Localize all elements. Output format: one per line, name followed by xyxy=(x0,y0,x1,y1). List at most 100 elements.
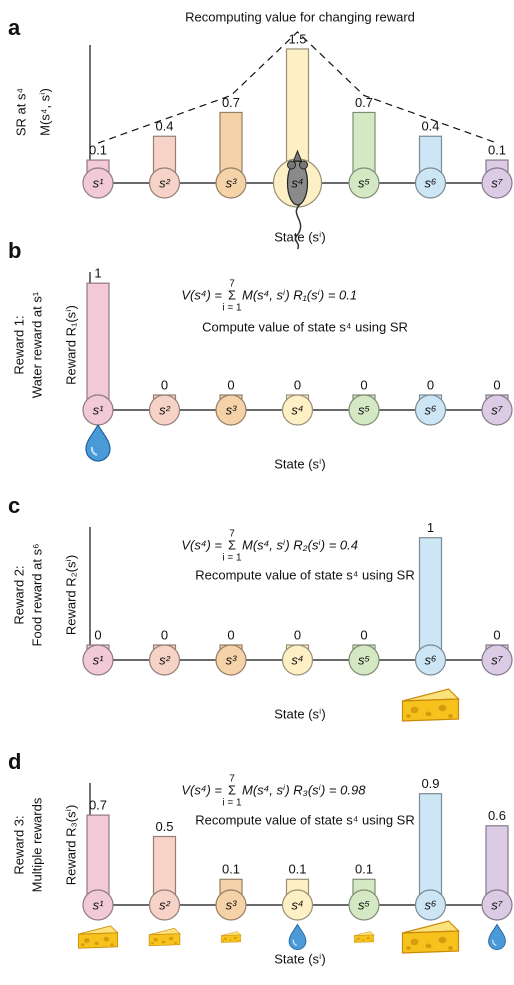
value-label: 0 xyxy=(227,377,234,392)
cheese-hole xyxy=(370,940,372,941)
state-label: s² xyxy=(159,897,171,912)
formula-upper: 7 xyxy=(229,529,235,540)
bar xyxy=(420,538,442,660)
subtitle: Recompute value of state s⁴ using SR xyxy=(195,812,414,827)
cheese-hole xyxy=(151,942,154,944)
formula-lhs: V(s⁴) = xyxy=(181,287,222,302)
value-label: 0 xyxy=(360,627,367,642)
cheese-hole xyxy=(411,939,419,945)
state-label: s⁶ xyxy=(425,402,438,417)
side-label: SR at s⁴ xyxy=(13,88,28,136)
x-axis-label: State (sⁱ) xyxy=(274,951,325,966)
cheese-icon xyxy=(403,921,459,953)
value-label: 0.4 xyxy=(421,119,439,134)
mouse-ear xyxy=(288,161,296,169)
formula-lower: i = 1 xyxy=(222,303,242,314)
value-label: 1 xyxy=(94,266,101,281)
cheese-hole xyxy=(237,940,239,941)
formula-sum: Σ xyxy=(228,537,236,552)
cheese-hole xyxy=(169,937,173,941)
panel-label: c xyxy=(8,493,20,518)
state-label: s⁶ xyxy=(425,652,438,667)
value-label: 0.5 xyxy=(155,819,173,834)
y-axis-label: Reward R₁(sⁱ) xyxy=(63,305,78,385)
state-label: s³ xyxy=(226,175,238,190)
mouse-ear xyxy=(300,161,308,169)
state-label: s⁵ xyxy=(358,175,371,190)
side-label: Reward 3: xyxy=(11,815,26,874)
side-label: Multiple rewards xyxy=(29,797,44,892)
state-label: s¹ xyxy=(93,652,105,667)
formula-sum: Σ xyxy=(228,782,236,797)
value-label: 0 xyxy=(493,377,500,392)
cheese-hole xyxy=(224,938,227,940)
formula-rhs: M(s⁴, sⁱ) R₁(sⁱ) = 0.1 xyxy=(242,287,357,302)
value-label: 0.1 xyxy=(288,862,306,877)
state-label: s⁶ xyxy=(425,897,438,912)
state-label: s² xyxy=(159,652,171,667)
value-label: 0.7 xyxy=(222,95,240,110)
cheese-hole xyxy=(426,712,432,717)
cheese-hole xyxy=(367,937,370,939)
value-label: 0.4 xyxy=(155,119,173,134)
formula-upper: 7 xyxy=(229,279,235,290)
cheese-icon xyxy=(149,928,180,946)
state-label: s⁷ xyxy=(491,652,504,667)
cheese-hole xyxy=(439,937,447,943)
y-axis-label: Reward R₂(sⁱ) xyxy=(63,555,78,635)
cheese-icon xyxy=(403,689,459,721)
drop-shape xyxy=(289,924,306,949)
value-label: 0.6 xyxy=(488,808,506,823)
state-label: s⁵ xyxy=(358,897,371,912)
formula-lower: i = 1 xyxy=(222,798,242,809)
cheese-icon xyxy=(354,931,374,942)
state-label: s⁶ xyxy=(425,175,438,190)
y-axis-label: M(s⁴, sⁱ) xyxy=(37,88,52,136)
side-label: Food reward at s⁶ xyxy=(29,544,44,647)
side-label: Reward 2: xyxy=(11,565,26,624)
cheese-hole xyxy=(84,938,90,942)
state-label: s³ xyxy=(226,897,238,912)
drop-shape xyxy=(86,425,110,461)
state-label: s² xyxy=(159,175,171,190)
value-label: 0.7 xyxy=(355,95,373,110)
cheese-hole xyxy=(222,940,224,941)
water-drop-icon xyxy=(289,924,306,949)
value-label: 0.1 xyxy=(355,862,373,877)
chart-title: Recomputing value for changing reward xyxy=(185,9,415,24)
panel-label: a xyxy=(8,15,21,40)
state-label: s⁷ xyxy=(491,402,504,417)
bar xyxy=(87,283,109,410)
subtitle: Compute value of state s⁴ using SR xyxy=(202,319,408,334)
cheese-hole xyxy=(81,943,85,946)
formula-rhs: M(s⁴, sⁱ) R₃(sⁱ) = 0.98 xyxy=(242,782,366,797)
state-label: s³ xyxy=(226,652,238,667)
value-label: 0.7 xyxy=(89,798,107,813)
cheese-hole xyxy=(104,937,110,941)
panel-label: d xyxy=(8,749,21,774)
side-label: Reward 1: xyxy=(11,315,26,374)
cheese-hole xyxy=(411,707,419,713)
water-drop-icon xyxy=(489,924,506,949)
cheese-hole xyxy=(229,939,231,941)
cheese-hole xyxy=(426,944,432,949)
value-label: 0 xyxy=(294,627,301,642)
cheese-hole xyxy=(162,941,165,944)
value-label: 0 xyxy=(493,627,500,642)
value-label: 0 xyxy=(94,627,101,642)
subtitle: Recompute value of state s⁴ using SR xyxy=(195,567,414,582)
cheese-hole xyxy=(174,942,177,944)
value-label: 1.5 xyxy=(288,31,306,46)
formula-upper: 7 xyxy=(229,774,235,785)
cheese-hole xyxy=(439,705,447,711)
water-drop-icon xyxy=(86,425,110,461)
state-label: s⁴ xyxy=(291,652,303,667)
formula-lhs: V(s⁴) = xyxy=(181,782,222,797)
value-label: 0 xyxy=(427,377,434,392)
cheese-icon xyxy=(221,931,241,942)
formula-sum: Σ xyxy=(228,287,236,302)
cheese-hole xyxy=(406,946,411,950)
x-axis-label: State (sⁱ) xyxy=(274,706,325,721)
value-label: 0 xyxy=(227,627,234,642)
state-label: s⁵ xyxy=(358,402,371,417)
